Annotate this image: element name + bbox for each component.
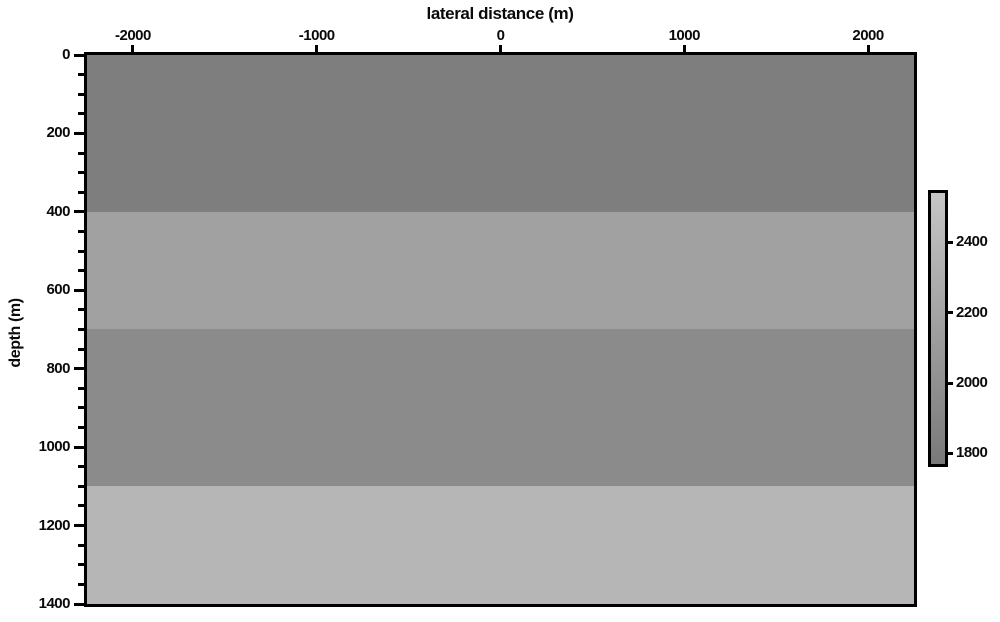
x-axis-tick xyxy=(315,45,319,53)
y-axis-tick xyxy=(74,367,84,371)
y-axis-tick-label: 1000 xyxy=(38,438,71,456)
x-axis-tick-label: -1000 xyxy=(298,27,335,44)
y-axis-tick-label: 0 xyxy=(62,46,70,63)
velocity-layer-1 xyxy=(87,55,914,212)
y-axis-tick xyxy=(74,210,84,214)
y-axis-minor-tick xyxy=(78,406,84,410)
y-axis-minor-tick xyxy=(78,563,84,567)
y-axis-minor-tick xyxy=(78,308,84,312)
y-axis-minor-tick xyxy=(78,386,84,390)
y-axis-minor-tick xyxy=(78,426,84,430)
x-axis-tick xyxy=(682,45,686,53)
y-axis-minor-tick xyxy=(78,347,84,351)
y-axis-tick xyxy=(74,288,84,292)
y-axis-tick-label: 600 xyxy=(46,281,70,299)
y-axis-minor-tick xyxy=(78,504,84,508)
y-axis-tick-label: 1400 xyxy=(38,595,71,612)
colorbar-tick-label: 2000 xyxy=(956,374,988,392)
colorbar-tick-label: 1800 xyxy=(956,444,988,462)
y-axis-minor-tick xyxy=(78,171,84,175)
y-axis-minor-tick xyxy=(78,465,84,469)
x-axis-tick xyxy=(131,45,135,53)
x-axis-title: lateral distance (m) xyxy=(426,4,574,23)
y-axis-minor-tick xyxy=(78,229,84,233)
colorbar-tick-label: 2200 xyxy=(956,303,988,321)
y-axis-minor-tick xyxy=(78,190,84,194)
y-axis-tick xyxy=(74,445,84,449)
y-axis-minor-tick xyxy=(78,582,84,586)
y-axis-minor-tick xyxy=(78,112,84,116)
y-axis-tick xyxy=(74,131,84,135)
y-axis-tick xyxy=(74,524,84,528)
y-axis-minor-tick xyxy=(78,484,84,488)
colorbar-tick xyxy=(948,311,953,315)
colorbar-tick-label: 2400 xyxy=(956,233,988,251)
x-axis-tick-label: 1000 xyxy=(668,27,701,44)
velocity-layer-3 xyxy=(87,329,914,487)
y-axis-tick-label: 800 xyxy=(46,359,70,377)
y-axis-tick-label: 1200 xyxy=(38,516,71,534)
y-axis-tick-label: 200 xyxy=(46,124,70,142)
y-axis-tick xyxy=(74,53,84,57)
x-axis-tick xyxy=(866,45,870,53)
x-axis-tick-label: -2000 xyxy=(115,27,151,44)
velocity-layer-4 xyxy=(87,486,914,604)
y-axis-minor-tick xyxy=(78,328,84,331)
y-axis-minor-tick xyxy=(78,92,84,96)
y-axis-title: depth (m) xyxy=(7,298,24,368)
y-axis-minor-tick xyxy=(78,249,84,253)
y-axis-minor-tick xyxy=(78,269,84,273)
colorbar-tick xyxy=(948,381,953,385)
colorbar xyxy=(928,190,948,467)
x-axis-tick-label: 2000 xyxy=(852,27,884,44)
layer-stack xyxy=(87,55,914,604)
y-axis-minor-tick xyxy=(78,543,84,547)
y-axis-tick xyxy=(74,602,84,606)
y-axis-tick-label: 400 xyxy=(46,202,70,220)
x-axis-tick-label: 0 xyxy=(496,27,505,44)
plot-area xyxy=(84,52,917,607)
x-axis-tick xyxy=(499,45,502,53)
y-axis-minor-tick xyxy=(78,73,84,77)
colorbar-tick xyxy=(948,451,953,455)
velocity-layer-2 xyxy=(87,211,914,330)
y-axis-minor-tick xyxy=(78,151,84,155)
colorbar-tick xyxy=(948,240,953,244)
